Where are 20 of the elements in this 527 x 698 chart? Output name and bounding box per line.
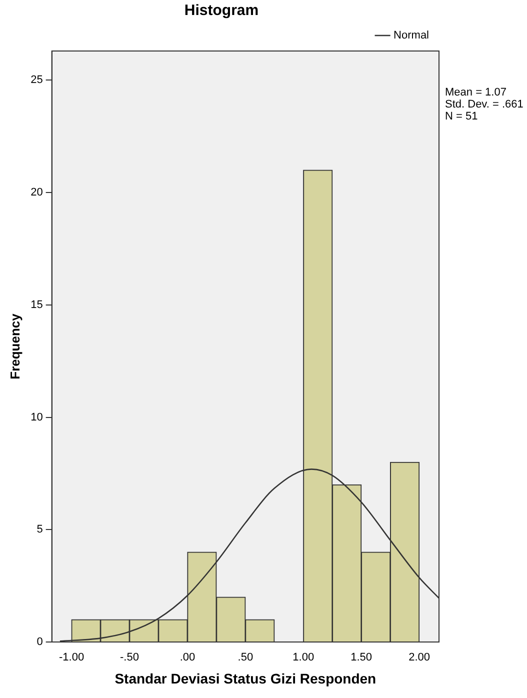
x-tick-label: .00	[180, 652, 196, 664]
x-tick-label: -.50	[120, 652, 139, 664]
y-tick-label: 15	[30, 298, 43, 311]
y-axis-title: Frequency	[7, 312, 22, 380]
legend-label: Normal	[394, 30, 430, 42]
y-tick-label: 0	[36, 636, 43, 648]
x-tick-label: 1.50	[350, 652, 372, 664]
y-tick-label: 25	[30, 74, 43, 86]
x-axis-title: Standar Deviasi Status Gizi Responden	[114, 670, 376, 686]
y-tick-label: 10	[30, 411, 43, 424]
x-tick-label: .50	[238, 652, 254, 664]
text: N = 51	[445, 110, 478, 123]
x-tick-label: 2.00	[408, 652, 430, 664]
y-tick-label: 5	[36, 524, 43, 536]
text: Mean = 1.07	[445, 86, 506, 99]
x-tick-label: -1.00	[59, 652, 84, 664]
x-tick-label: 1.00	[292, 652, 314, 664]
y-tick-label: 20	[30, 186, 43, 199]
chart-title: Histogram	[184, 2, 259, 20]
text: Std. Dev. = .661	[445, 98, 524, 111]
